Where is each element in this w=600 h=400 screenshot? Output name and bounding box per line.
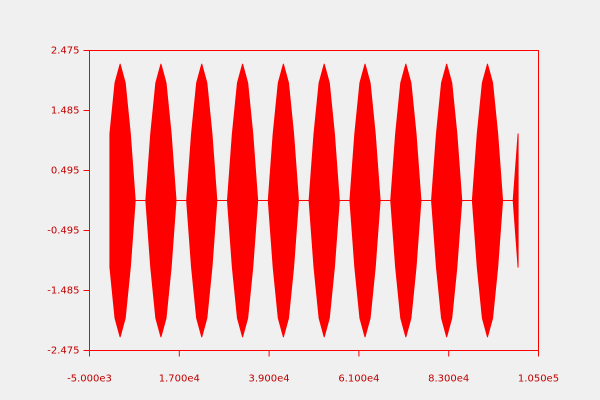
y-tick-label: -2.475 bbox=[47, 346, 79, 357]
x-tick-label: -5.000e3 bbox=[67, 374, 112, 385]
x-tick-label: 1.700e4 bbox=[159, 374, 200, 385]
y-tick-label: -1.485 bbox=[47, 286, 79, 297]
signal-envelope bbox=[109, 200, 519, 338]
y-tick-label: 1.485 bbox=[51, 106, 80, 117]
y-tick-label: 0.495 bbox=[51, 166, 80, 177]
signal-envelope bbox=[109, 63, 519, 201]
x-tick-label: 1.050e5 bbox=[518, 374, 559, 385]
plot-frame bbox=[89, 50, 539, 351]
x-tick-label: 6.100e4 bbox=[338, 374, 379, 385]
y-tick-label: -0.495 bbox=[47, 226, 79, 237]
x-tick-label: 8.300e4 bbox=[428, 374, 469, 385]
x-tick-label: 3.900e4 bbox=[249, 374, 290, 385]
y-tick-label: 2.475 bbox=[51, 46, 80, 57]
